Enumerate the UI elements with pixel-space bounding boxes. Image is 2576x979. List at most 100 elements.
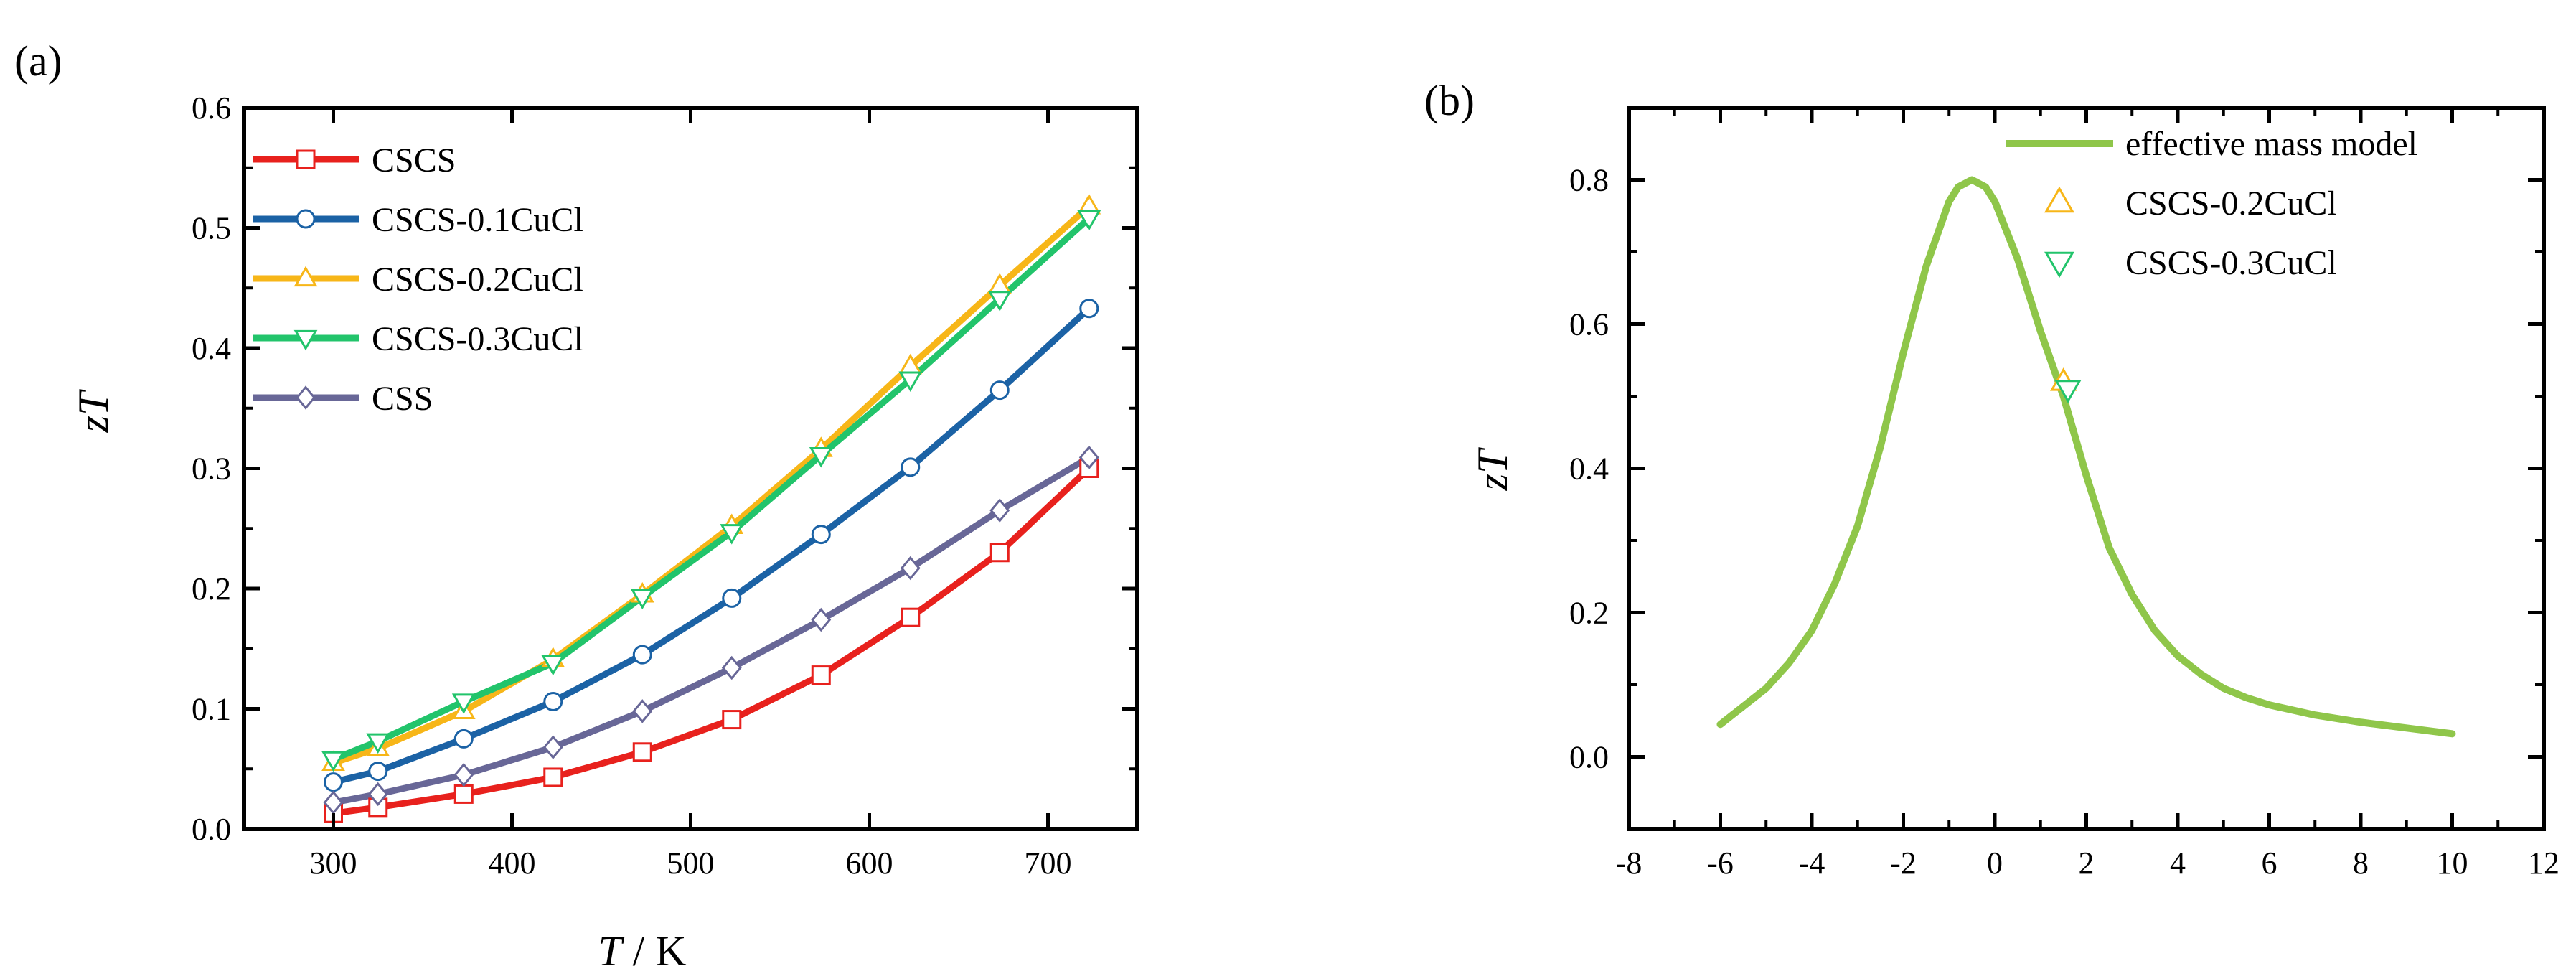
x-tick-label: -6 bbox=[1707, 846, 1734, 881]
x-tick-label: 2 bbox=[2079, 846, 2095, 881]
data-point bbox=[543, 691, 563, 711]
data-point bbox=[368, 762, 388, 782]
x-tick-label: 8 bbox=[2353, 846, 2369, 881]
data-point bbox=[632, 742, 652, 762]
data-point bbox=[898, 371, 923, 392]
legend-marker bbox=[2044, 186, 2074, 213]
data-point bbox=[900, 556, 921, 581]
panel-a-legend: CSCS CSCS-0.1CuCl CSCS-0.2CuCl CSCS-0.3CuCl… bbox=[253, 141, 583, 418]
data-point bbox=[987, 291, 1012, 312]
panel-a-label: (a) bbox=[14, 37, 62, 85]
legend-label: effective mass model bbox=[2125, 125, 2417, 163]
model-curve bbox=[1716, 176, 2456, 738]
legend-label: CSCS bbox=[372, 141, 456, 179]
data-point bbox=[367, 782, 388, 807]
legend-marker bbox=[296, 149, 316, 169]
y-tick-label: 0.2 bbox=[192, 571, 231, 606]
x-tick-label: 6 bbox=[2262, 846, 2277, 881]
legend-marker bbox=[293, 266, 318, 287]
data-point bbox=[1079, 299, 1099, 319]
panel-b-label: (b) bbox=[1424, 77, 1475, 124]
series-line-4 bbox=[332, 215, 1091, 763]
data-point bbox=[1078, 445, 1099, 470]
data-point bbox=[989, 543, 1010, 563]
legend-label: CSCS-0.3CuCl bbox=[372, 320, 583, 358]
x-tick-label: 700 bbox=[1025, 846, 1072, 881]
data-point bbox=[809, 446, 833, 468]
y-tick-label: 0.1 bbox=[192, 692, 231, 727]
x-tick-label: 600 bbox=[846, 846, 893, 881]
panel-a-plot bbox=[321, 193, 1101, 823]
data-point bbox=[323, 790, 344, 815]
x-tick-label: 12 bbox=[2528, 846, 2559, 881]
data-point bbox=[542, 735, 563, 759]
x-tick-label: 300 bbox=[310, 846, 357, 881]
y-tick-label: 0.3 bbox=[192, 451, 231, 487]
x-tick-label: 10 bbox=[2437, 846, 2468, 881]
data-point bbox=[811, 607, 832, 632]
y-tick-label: 0.5 bbox=[192, 211, 231, 246]
legend-label: CSCS-0.3CuCl bbox=[2125, 244, 2337, 282]
panel-a-x-title: T / K bbox=[598, 927, 686, 975]
data-point bbox=[720, 524, 744, 545]
legend-marker bbox=[296, 385, 316, 410]
x-tick-label: 0 bbox=[1987, 846, 2003, 881]
legend-label: CSCS-0.1CuCl bbox=[372, 201, 583, 239]
y-tick-label: 0.0 bbox=[1569, 740, 1609, 775]
series-line-3 bbox=[332, 203, 1091, 767]
panel-a-axes: 300 400 500 600 700 0.0 0.1 0.2 0.3 0.4 0.5 0.6 bbox=[192, 90, 1139, 881]
legend-marker bbox=[293, 329, 318, 351]
data-point bbox=[321, 751, 345, 772]
data-point bbox=[541, 655, 565, 676]
panel-b-y-title: zT bbox=[1469, 447, 1516, 491]
panel-a-x-title-symbol: T bbox=[598, 927, 624, 975]
data-point bbox=[1077, 210, 1101, 231]
x-tick-label: 400 bbox=[489, 846, 536, 881]
x-tick-label: -2 bbox=[1890, 846, 1917, 881]
legend-label: CSS bbox=[372, 380, 433, 418]
data-point bbox=[2054, 380, 2082, 403]
panel-b: (b) -8 -6 -4 -2 0 2 4 6 8 10 120.00.20.40.60.8 zT … bbox=[1424, 77, 2559, 881]
data-point bbox=[453, 762, 474, 787]
data-point bbox=[324, 772, 343, 792]
data-point bbox=[451, 693, 476, 714]
data-point bbox=[721, 655, 742, 680]
panel-b-plot bbox=[1716, 176, 2456, 738]
data-point bbox=[811, 665, 831, 685]
y-tick-label: 0.0 bbox=[192, 812, 231, 847]
data-point bbox=[901, 457, 921, 477]
series-line-5 bbox=[332, 454, 1091, 806]
data-point bbox=[630, 589, 654, 610]
series-line-2 bbox=[332, 306, 1091, 786]
data-point bbox=[989, 498, 1010, 523]
x-tick-label: 4 bbox=[2170, 846, 2186, 881]
panel-b-legend: effective mass model CSCS-0.2CuCl CSCS-0.3… bbox=[2006, 125, 2417, 282]
data-point bbox=[543, 767, 563, 787]
panel-a-y-title: zT bbox=[70, 389, 117, 433]
data-point bbox=[989, 380, 1010, 400]
y-tick-label: 0.6 bbox=[1569, 307, 1609, 342]
panel-a: (a) 300 400 500 600 700 0.0 0.1 0.2 0.3 0.4 0.5 0.6… bbox=[14, 37, 1139, 975]
y-tick-label: 0.4 bbox=[1569, 451, 1609, 487]
y-tick-label: 0.8 bbox=[1569, 163, 1609, 198]
legend-label: CSCS-0.2CuCl bbox=[2125, 184, 2337, 222]
data-point bbox=[453, 729, 474, 749]
panel-a-x-title-unit: / K bbox=[622, 927, 687, 975]
legend-marker bbox=[296, 209, 316, 229]
series-line-1 bbox=[332, 466, 1091, 817]
x-tick-label: -4 bbox=[1799, 846, 1825, 881]
legend-marker bbox=[2044, 251, 2074, 278]
y-tick-label: 0.4 bbox=[192, 331, 231, 366]
x-tick-label: 500 bbox=[667, 846, 715, 881]
data-point bbox=[901, 607, 921, 627]
data-point bbox=[811, 525, 831, 545]
legend-label: CSCS-0.2CuCl bbox=[372, 261, 583, 299]
x-tick-label: -8 bbox=[1616, 846, 1642, 881]
y-tick-label: 0.2 bbox=[1569, 596, 1609, 631]
data-point bbox=[632, 699, 653, 723]
data-point bbox=[366, 733, 390, 754]
data-point bbox=[632, 645, 652, 665]
y-tick-label: 0.6 bbox=[192, 90, 231, 126]
data-point bbox=[453, 784, 474, 804]
